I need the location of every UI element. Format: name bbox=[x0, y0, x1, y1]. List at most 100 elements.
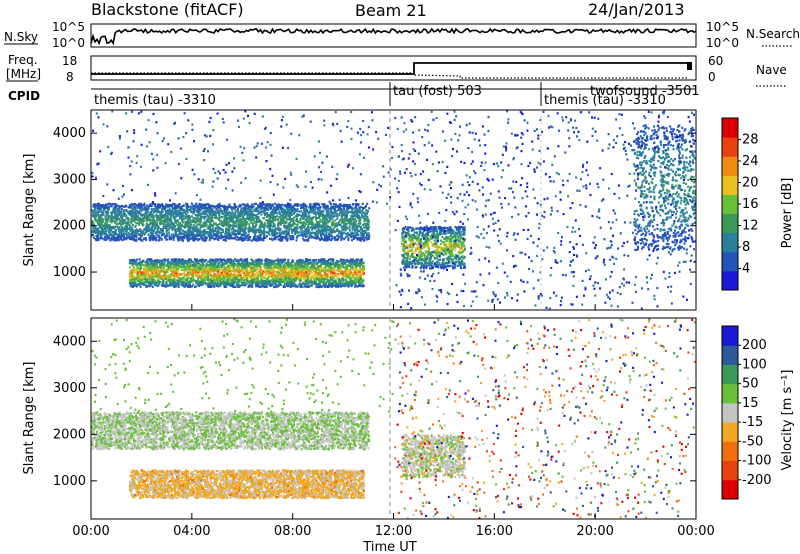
echo-cell bbox=[348, 276, 350, 278]
echo-cell bbox=[187, 268, 189, 270]
echo-cell bbox=[199, 268, 201, 270]
echo-cell bbox=[257, 274, 259, 276]
echo-cell bbox=[349, 278, 351, 280]
echo-cell bbox=[303, 261, 305, 263]
echo-cell bbox=[349, 265, 351, 267]
cpid-segment-2: tau (fost) 503 bbox=[393, 84, 482, 99]
echo-cell bbox=[292, 265, 294, 267]
echo-cell bbox=[260, 286, 262, 288]
echo-cell bbox=[192, 205, 194, 207]
echo-cell bbox=[152, 265, 154, 267]
echo-cell bbox=[228, 279, 230, 281]
echo-cell bbox=[338, 280, 340, 282]
echo-cell bbox=[332, 270, 334, 272]
echo-cell bbox=[355, 283, 357, 285]
echo-cell bbox=[268, 284, 270, 286]
echo-cell bbox=[366, 203, 368, 205]
nave-tick-top: 60 bbox=[708, 54, 723, 68]
echo-cell bbox=[275, 267, 277, 269]
echo-cell bbox=[352, 259, 354, 261]
echo-cell bbox=[335, 269, 337, 271]
echo-cell bbox=[161, 283, 163, 285]
echo-cell bbox=[340, 279, 342, 281]
echo-cell bbox=[211, 259, 213, 261]
echo-cell bbox=[223, 239, 225, 241]
echo-cell bbox=[323, 282, 325, 284]
echo-cell bbox=[302, 265, 304, 267]
echo-cell bbox=[336, 274, 338, 276]
echo-cell bbox=[336, 213, 338, 215]
echo-cell bbox=[331, 276, 333, 278]
echo-cell bbox=[274, 260, 276, 262]
echo-cell bbox=[328, 270, 330, 272]
echo-cell bbox=[241, 268, 243, 270]
echo-cell bbox=[264, 270, 266, 272]
echo-cell bbox=[268, 262, 270, 264]
echo-cell bbox=[285, 272, 287, 274]
cpid-label: CPID bbox=[8, 89, 40, 103]
echo-cell bbox=[132, 259, 134, 261]
echo-cell bbox=[304, 285, 306, 287]
echo-cell bbox=[233, 282, 235, 284]
echo-cell bbox=[320, 259, 322, 261]
nsky-tick-top: 10^5 bbox=[52, 20, 85, 34]
echo-cell bbox=[169, 208, 171, 210]
echo-cell bbox=[265, 259, 267, 261]
echo-cell bbox=[162, 268, 164, 270]
echo-cell bbox=[360, 280, 362, 282]
echo-cell bbox=[238, 275, 240, 277]
date-label: 24/Jan/2013 bbox=[588, 0, 685, 19]
echo-cell bbox=[262, 283, 264, 285]
echo-cell bbox=[144, 267, 146, 269]
echo-cell bbox=[335, 282, 337, 284]
echo-cell bbox=[172, 283, 174, 285]
echo-cell bbox=[134, 203, 136, 205]
echo-cell bbox=[255, 280, 257, 282]
echo-cell bbox=[323, 276, 325, 278]
echo-cell bbox=[216, 276, 218, 278]
echo-cell bbox=[279, 278, 281, 280]
echo-cell bbox=[189, 272, 191, 274]
echo-cell bbox=[197, 281, 199, 283]
echo-cell bbox=[255, 283, 257, 285]
echo-cell bbox=[356, 273, 358, 275]
echo-cell bbox=[195, 286, 197, 288]
echo-cell bbox=[156, 273, 158, 275]
echo-cell bbox=[109, 233, 111, 235]
echo-cell bbox=[227, 261, 229, 263]
echo-cell bbox=[203, 269, 205, 271]
echo-cell bbox=[237, 280, 239, 282]
echo-cell bbox=[216, 260, 218, 262]
echo-cell bbox=[243, 280, 245, 282]
echo-cell bbox=[244, 276, 246, 278]
echo-cell bbox=[135, 278, 137, 280]
echo-cell bbox=[324, 267, 326, 269]
echo-cell bbox=[194, 234, 196, 236]
echo-cell bbox=[265, 262, 267, 264]
echo-cell bbox=[164, 261, 166, 263]
echo-cell bbox=[299, 261, 301, 263]
echo-cell bbox=[207, 276, 209, 278]
echo-cell bbox=[272, 273, 274, 275]
echo-cell bbox=[281, 279, 283, 281]
echo-cell bbox=[173, 286, 175, 288]
echo-cell bbox=[166, 284, 168, 286]
echo-cell bbox=[197, 262, 199, 264]
power-heatmap-cells bbox=[91, 110, 696, 310]
echo-cell bbox=[281, 211, 283, 213]
echo-cell bbox=[326, 263, 328, 265]
echo-cell bbox=[255, 261, 257, 263]
echo-cell bbox=[238, 266, 240, 268]
echo-cell bbox=[169, 276, 171, 278]
echo-cell bbox=[151, 277, 153, 279]
echo-cell bbox=[250, 283, 252, 285]
echo-cell bbox=[136, 259, 138, 261]
echo-cell bbox=[168, 266, 170, 268]
echo-cell bbox=[293, 272, 295, 274]
echo-cell bbox=[271, 267, 273, 269]
echo-cell bbox=[328, 264, 330, 266]
echo-cell bbox=[210, 279, 212, 281]
echo-cell bbox=[210, 267, 212, 269]
echo-cell bbox=[306, 259, 308, 261]
echo-cell bbox=[265, 283, 267, 285]
